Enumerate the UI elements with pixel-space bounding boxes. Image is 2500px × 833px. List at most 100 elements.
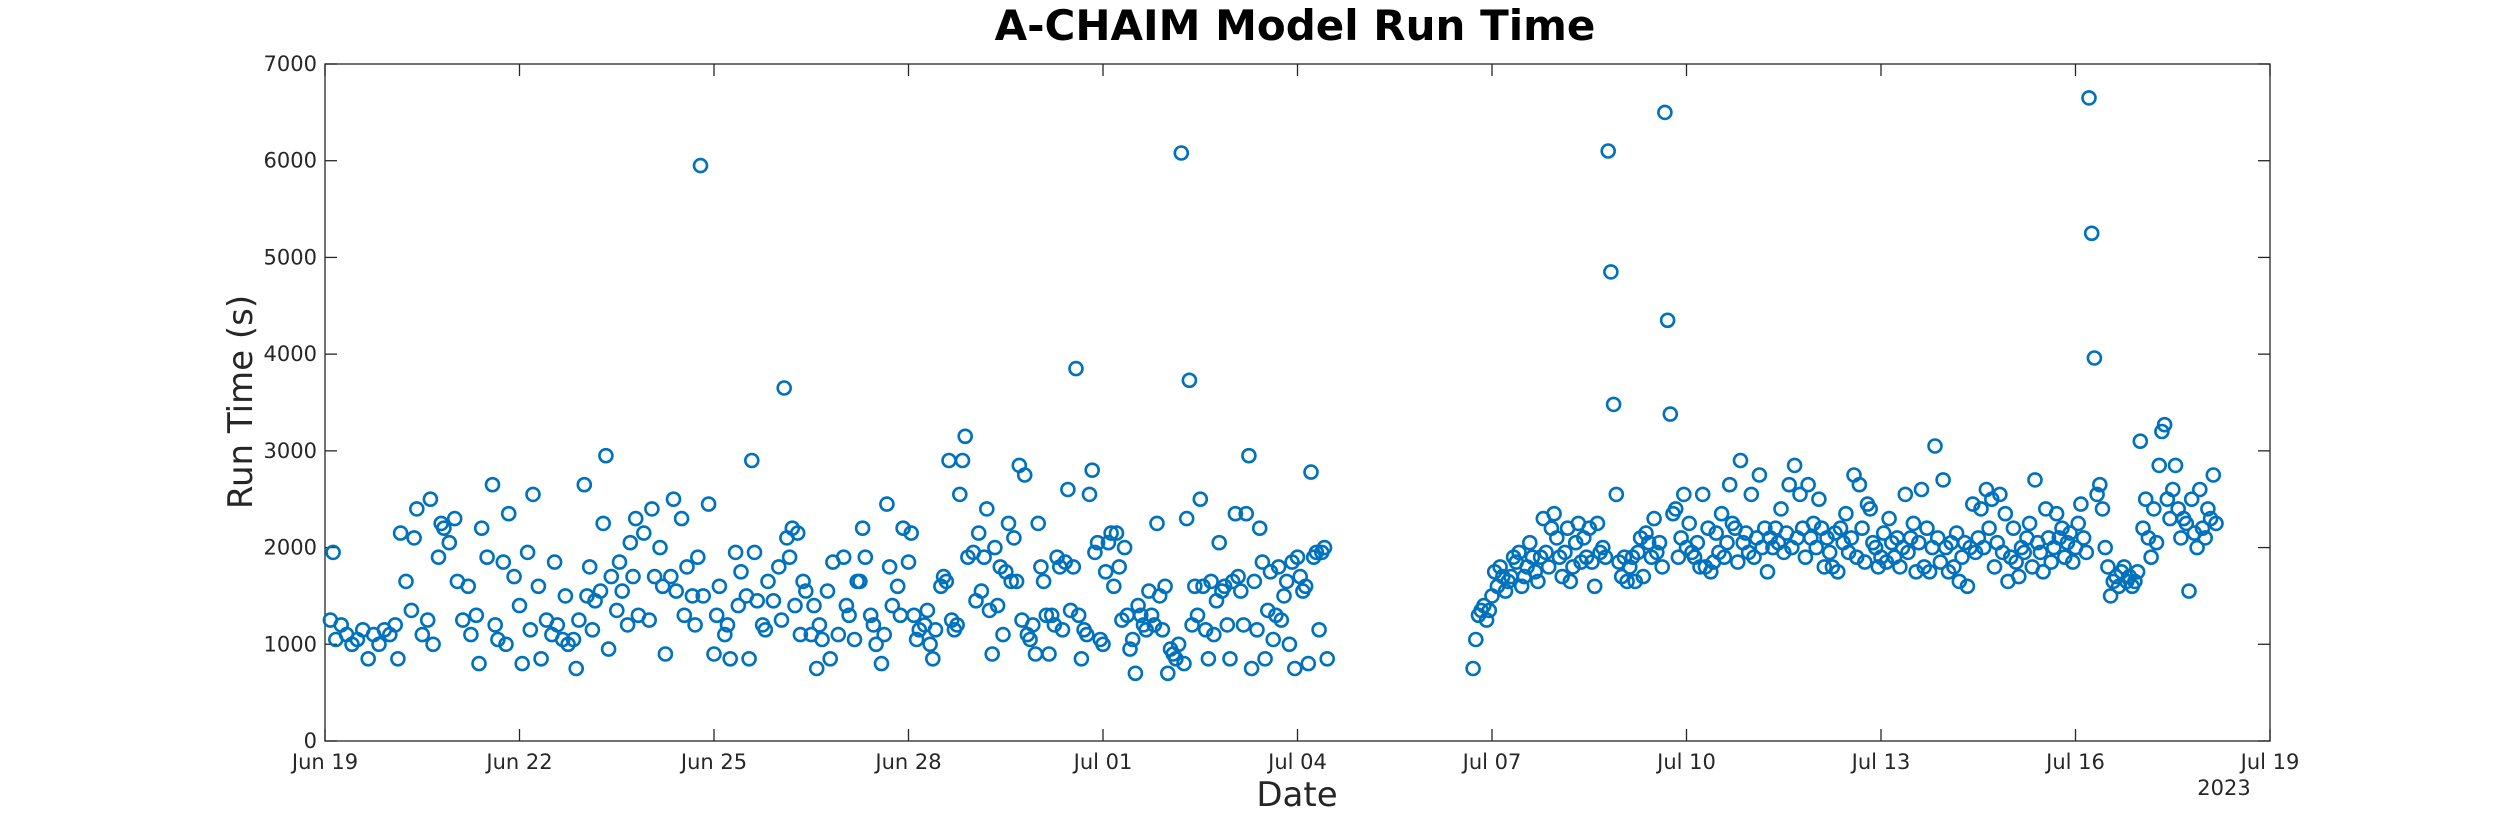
data-point [1878, 554, 1895, 570]
data-point [1875, 525, 1892, 541]
x-tick-label: Jun 22 [484, 750, 552, 774]
data-point [422, 491, 439, 508]
data-point [1948, 525, 1965, 541]
data-point [2081, 90, 2097, 106]
data-point [665, 491, 682, 508]
data-point [2062, 525, 2078, 541]
data-point [1108, 525, 1125, 541]
x-tick-label: Jul 19 [2239, 750, 2300, 774]
data-point [1538, 544, 1554, 561]
data-point [884, 597, 901, 614]
data-point [1627, 573, 1643, 590]
data-point [1540, 559, 1557, 575]
data-point [1981, 520, 1997, 537]
data-point [627, 510, 644, 527]
data-point [1154, 621, 1171, 638]
data-point [622, 534, 639, 551]
data-point [2032, 544, 2049, 561]
y-tick-label: 6000 [264, 149, 317, 173]
data-point [1233, 583, 1249, 599]
data-point [1905, 515, 1922, 532]
data-point [1522, 534, 1538, 551]
data-point [951, 486, 968, 503]
data-point [2208, 515, 2224, 532]
x-tick-label: Jul 10 [1655, 750, 1716, 774]
data-point [1111, 559, 1127, 575]
data-point [2137, 491, 2154, 508]
data-point [765, 592, 782, 609]
data-point [1178, 510, 1195, 527]
data-point [598, 447, 614, 464]
data-point [1557, 544, 1573, 561]
data-point [614, 583, 631, 599]
data-point [479, 549, 495, 566]
x-tick-label: Jul 16 [2044, 750, 2105, 774]
data-point [1651, 534, 1668, 551]
data-point [1781, 476, 1797, 493]
data-point [1935, 472, 1951, 488]
x-tick-label: Jul 01 [1072, 750, 1133, 774]
data-point [2070, 515, 2086, 532]
data-point [981, 602, 998, 619]
data-point [1211, 534, 1227, 551]
data-point [2083, 225, 2100, 242]
data-point [978, 501, 995, 517]
data-point [1657, 104, 1673, 121]
data-point [1659, 312, 1676, 329]
data-point [1776, 544, 1792, 561]
data-point [695, 588, 712, 604]
data-point [1662, 406, 1679, 422]
data-point [2054, 520, 2070, 537]
data-point [1192, 491, 1209, 508]
data-point [511, 597, 528, 614]
data-point [795, 573, 811, 590]
data-point [1927, 438, 1943, 454]
data-point [2143, 549, 2159, 566]
data-point [662, 568, 679, 585]
data-point [2197, 530, 2213, 546]
data-point [1097, 563, 1114, 580]
data-point [1478, 612, 1495, 628]
data-point [689, 549, 706, 566]
data-point [2086, 350, 2103, 366]
data-point [325, 544, 341, 561]
data-point [1716, 549, 1733, 566]
x-tick-label: Jul 07 [1461, 750, 1522, 774]
data-point [2156, 416, 2173, 433]
data-point [1100, 534, 1117, 551]
data-point [789, 525, 806, 541]
data-point [906, 607, 922, 624]
data-point [984, 646, 1001, 662]
data-point [2146, 501, 2162, 517]
data-point [919, 602, 936, 619]
data-point [1586, 578, 1603, 595]
data-point [1260, 602, 1276, 619]
data-point [1843, 530, 1860, 546]
data-point [1819, 530, 1835, 546]
data-point [1243, 660, 1260, 677]
data-point [625, 568, 641, 585]
data-point [1157, 578, 1173, 595]
data-point [1805, 515, 1822, 532]
data-point [1216, 578, 1233, 595]
plot-area [324, 63, 2271, 742]
data-point [1062, 602, 1079, 619]
data-point [895, 520, 911, 537]
data-point [487, 617, 504, 633]
data-point [498, 636, 514, 653]
data-point [1170, 636, 1187, 653]
data-point [2005, 520, 2022, 537]
y-tick-label: 7000 [264, 52, 317, 76]
data-point [2092, 476, 2108, 493]
data-point [1730, 554, 1746, 570]
data-point [903, 525, 920, 541]
data-point [1524, 549, 1541, 566]
data-point [1038, 607, 1055, 624]
data-point [2035, 563, 2051, 580]
data-point [865, 617, 882, 633]
data-point [692, 157, 709, 174]
data-point [854, 520, 871, 537]
data-point [581, 559, 598, 575]
data-point [1773, 501, 1789, 517]
data-point [398, 573, 414, 590]
